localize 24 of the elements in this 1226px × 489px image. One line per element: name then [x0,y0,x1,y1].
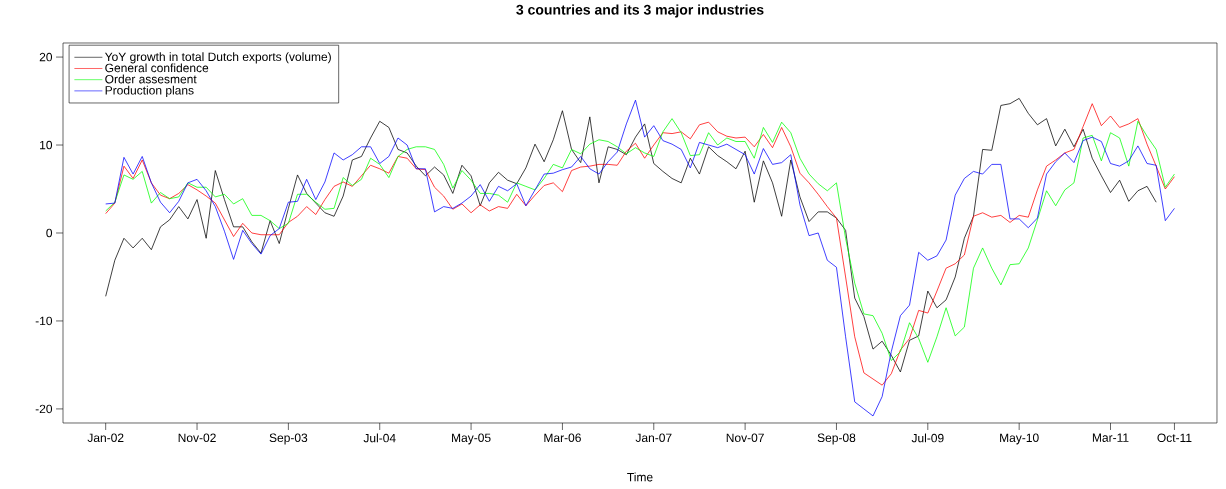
x-axis-title: Time [627,472,653,482]
x-tick-label: Jan-07 [635,433,672,443]
x-tick-label: Oct-11 [1157,433,1192,443]
x-tick-label: Mar-06 [544,433,581,443]
x-tick-label: Sep-08 [817,433,856,445]
chart-title: 3 countries and its 3 major industries [516,4,764,18]
x-tick-label: Nov-02 [178,433,216,443]
x-tick-label: Sep-03 [269,433,308,445]
y-tick-label: -20 [35,404,53,414]
legend-label: Production plans [105,85,194,97]
x-tick-label: Mar-11 [1092,433,1129,442]
x-tick-label: Jul-04 [363,433,396,443]
y-tick-label: 0 [46,228,53,238]
legend-label: General confidence [105,63,209,73]
x-tick-label: Jan-02 [87,433,124,443]
x-tick-label: May-10 [1000,433,1039,445]
legend-label: Order assesment [105,74,197,84]
x-tick-label: May-05 [452,433,491,445]
y-tick-label: -10 [35,316,53,326]
x-tick-label: Jul-09 [911,433,944,443]
legend-label: YoY growth in total Dutch exports (volume) [104,52,331,64]
y-tick-label: 20 [39,52,53,62]
x-tick-label: Nov-07 [726,433,764,443]
y-tick-label: 10 [40,140,53,150]
